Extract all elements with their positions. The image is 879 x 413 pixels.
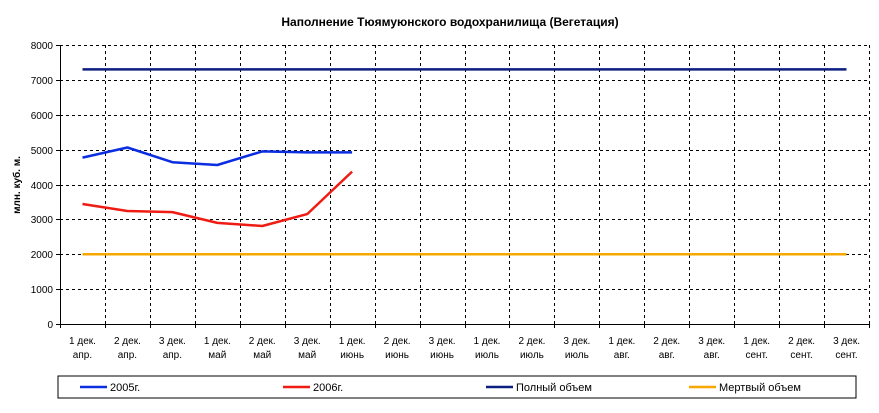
grid-lines xyxy=(60,45,870,324)
x-tick-label: 3 дек. сент. xyxy=(833,336,860,361)
y-tick-labels: 0 1000 2000 3000 4000 5000 6000 7000 8000 xyxy=(31,41,54,331)
y-axis-label: млн. куб. м. xyxy=(11,156,23,214)
legend: 2005г. 2006г. Полный объем Мертвый объем xyxy=(80,382,801,394)
x-tick-label: 2 дек. июнь xyxy=(384,336,411,361)
x-tick-labels: 1 дек. апр. 2 дек. апр. 3 дек. апр. 1 дек. май 2… xyxy=(69,336,860,361)
x-tick-label: 3 дек. апр. xyxy=(159,336,186,361)
x-tick-label: 2 дек. авг. xyxy=(653,336,680,361)
x-tick-label: 3 дек. авг. xyxy=(698,336,725,361)
x-tick-label: 1 дек. авг. xyxy=(608,336,635,361)
x-tick-label: 3 дек. май xyxy=(294,336,321,361)
x-tick-label: 1 дек. май xyxy=(204,336,231,361)
legend-label-1: 2006г. xyxy=(313,382,343,394)
y-tick-label: 7000 xyxy=(31,76,54,87)
x-tick-label: 2 дек. сент. xyxy=(788,336,815,361)
y-tick-label: 6000 xyxy=(31,111,54,122)
x-tick-label: 2 дек. июль xyxy=(518,336,545,361)
y-tick-label: 8000 xyxy=(31,41,54,52)
series-line-1 xyxy=(82,170,353,228)
x-tick-label: 2 дек. апр. xyxy=(114,336,141,361)
y-tick-label: 1000 xyxy=(31,285,54,296)
series-line-0 xyxy=(82,146,353,167)
plot-area xyxy=(60,45,869,324)
x-tick-label: 1 дек. июль xyxy=(474,336,501,361)
x-tick-label: 2 дек. май xyxy=(249,336,276,361)
x-tick-label: 1 дек. апр. xyxy=(69,336,96,361)
y-tick-label: 5000 xyxy=(31,146,54,157)
legend-label-0: 2005г. xyxy=(110,382,140,394)
series-lines xyxy=(82,68,847,256)
x-tick-label: 1 дек. июнь xyxy=(339,336,366,361)
y-tick-label: 3000 xyxy=(31,215,54,226)
x-tick-label: 3 дек. июль xyxy=(563,336,590,361)
x-tick-label: 1 дек. сент. xyxy=(743,336,770,361)
y-tick-label: 2000 xyxy=(31,250,54,261)
y-tick-label: 4000 xyxy=(31,181,54,192)
legend-label-3: Мертвый объем xyxy=(719,382,801,394)
y-tick-label: 0 xyxy=(47,320,53,331)
chart-title: Наполнение Тюямуюнского водохранилища (В… xyxy=(281,15,618,29)
axes xyxy=(56,45,870,328)
x-tick-label: 3 дек. июнь xyxy=(429,336,456,361)
legend-box xyxy=(57,375,857,399)
legend-label-2: Полный объем xyxy=(516,382,592,394)
